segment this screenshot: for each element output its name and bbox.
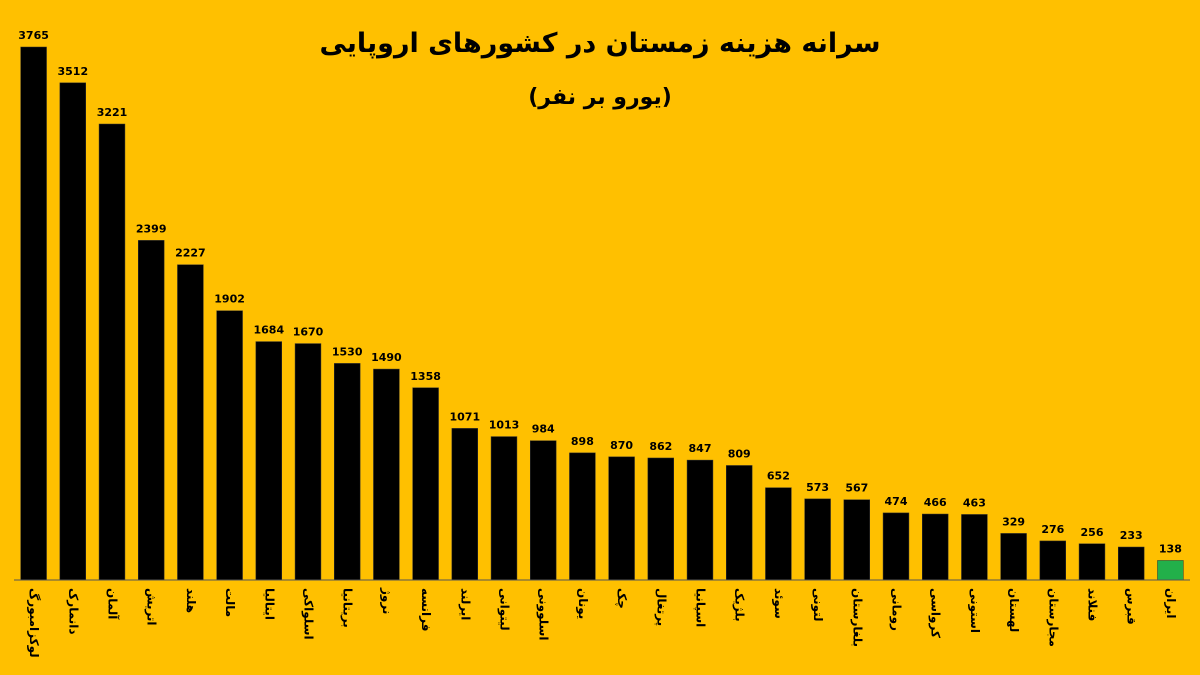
value-label: 2227 <box>175 247 206 260</box>
bar <box>177 264 204 581</box>
chart-title: سرانه هزینه زمستان در کشورهای اروپایی <box>319 28 880 59</box>
x-tick-label: قبرس <box>1125 588 1139 625</box>
value-label: 138 <box>1159 542 1182 555</box>
bar <box>961 514 988 581</box>
value-label: 329 <box>1002 515 1025 528</box>
x-tick-label: ایرلند <box>458 588 472 620</box>
bar <box>138 240 165 581</box>
bar <box>373 368 400 581</box>
bar <box>98 123 126 581</box>
bar <box>294 343 322 581</box>
x-tick-label: یونان <box>575 588 590 619</box>
bar <box>608 456 635 581</box>
x-tick-label: آلمان <box>106 588 121 620</box>
value-label: 809 <box>728 447 751 460</box>
value-label: 984 <box>532 423 555 436</box>
bar <box>490 436 518 581</box>
x-tick-label: پرتغال <box>654 588 668 626</box>
x-tick-label: کرواسی <box>928 588 943 638</box>
bar <box>569 452 596 581</box>
bar <box>59 82 86 581</box>
value-label: 847 <box>689 442 712 455</box>
value-label: 466 <box>924 496 947 509</box>
value-label: 567 <box>845 482 868 495</box>
bar <box>686 459 714 581</box>
x-tick-label: فرانسه <box>419 588 433 631</box>
x-tick-label: دانمارک <box>66 588 80 635</box>
x-tick-label: مجارستان <box>1046 588 1060 647</box>
bar <box>843 499 870 581</box>
value-label: 256 <box>1081 526 1104 539</box>
value-label: 3512 <box>57 65 88 78</box>
value-label: 1670 <box>293 326 324 339</box>
x-tick-label: فنلاند <box>1086 588 1100 621</box>
bar <box>1118 546 1145 581</box>
x-tick-label: ایران <box>1164 588 1178 618</box>
x-tick-label: اسلواکی <box>301 588 316 640</box>
x-tick-label: بلغارستان <box>850 588 864 647</box>
value-label: 276 <box>1041 523 1064 536</box>
value-label: 870 <box>610 439 633 452</box>
value-label: 1490 <box>371 351 402 364</box>
bar <box>255 341 282 581</box>
x-tick-label: استونی <box>967 588 982 633</box>
x-tick-label: بلژیک <box>733 588 747 622</box>
x-tick-label: اتریش <box>145 588 159 626</box>
x-tick-label: رومانی <box>889 588 904 631</box>
x-tick-label: چک <box>615 588 629 609</box>
bar <box>647 457 674 581</box>
value-label: 898 <box>571 435 594 448</box>
value-label: 233 <box>1120 529 1143 542</box>
bar <box>726 465 753 581</box>
value-label: 1071 <box>449 410 480 423</box>
bar <box>1078 543 1106 581</box>
value-label: 474 <box>885 495 908 508</box>
bar <box>1157 560 1184 581</box>
x-tick-label: ایتالیا <box>262 588 276 620</box>
value-label: 1902 <box>214 293 245 306</box>
x-tick-label: نروژ <box>379 587 394 614</box>
value-label: 862 <box>649 440 672 453</box>
x-tick-label: اسپانیا <box>694 588 708 627</box>
bar <box>1039 540 1066 581</box>
bar <box>412 387 439 581</box>
value-label: 2399 <box>136 222 167 235</box>
x-tick-label: لوکزامبورگ <box>26 588 42 658</box>
x-tick-label: لهستان <box>1007 588 1021 632</box>
value-label: 463 <box>963 496 986 509</box>
bar <box>216 310 243 581</box>
x-tick-label: هلند <box>184 588 198 613</box>
value-label: 1530 <box>332 345 363 358</box>
bar <box>530 440 557 581</box>
x-tick-label: اسلوونی <box>536 588 551 640</box>
value-label: 573 <box>806 481 829 494</box>
bar <box>334 363 361 581</box>
value-label: 1684 <box>253 324 284 337</box>
bar <box>20 46 47 581</box>
x-tick-label: مالت <box>223 588 237 617</box>
x-tick-label: سوئد <box>771 588 786 619</box>
bar <box>451 428 478 581</box>
bar <box>804 498 831 581</box>
value-label: 1358 <box>410 370 441 383</box>
bar <box>882 512 910 581</box>
value-label: 1013 <box>489 419 520 432</box>
value-label: 652 <box>767 470 790 483</box>
value-label: 3221 <box>97 106 128 119</box>
bar <box>765 487 792 581</box>
bar <box>922 513 949 581</box>
value-label: 3765 <box>18 29 49 42</box>
x-tick-label: بریتانیا <box>341 588 355 628</box>
bar <box>1000 533 1027 581</box>
x-tick-label: لیتوانی <box>497 588 512 631</box>
x-tick-label: لتونی <box>810 588 825 622</box>
chart-subtitle: (یورو بر نفر) <box>528 85 672 110</box>
